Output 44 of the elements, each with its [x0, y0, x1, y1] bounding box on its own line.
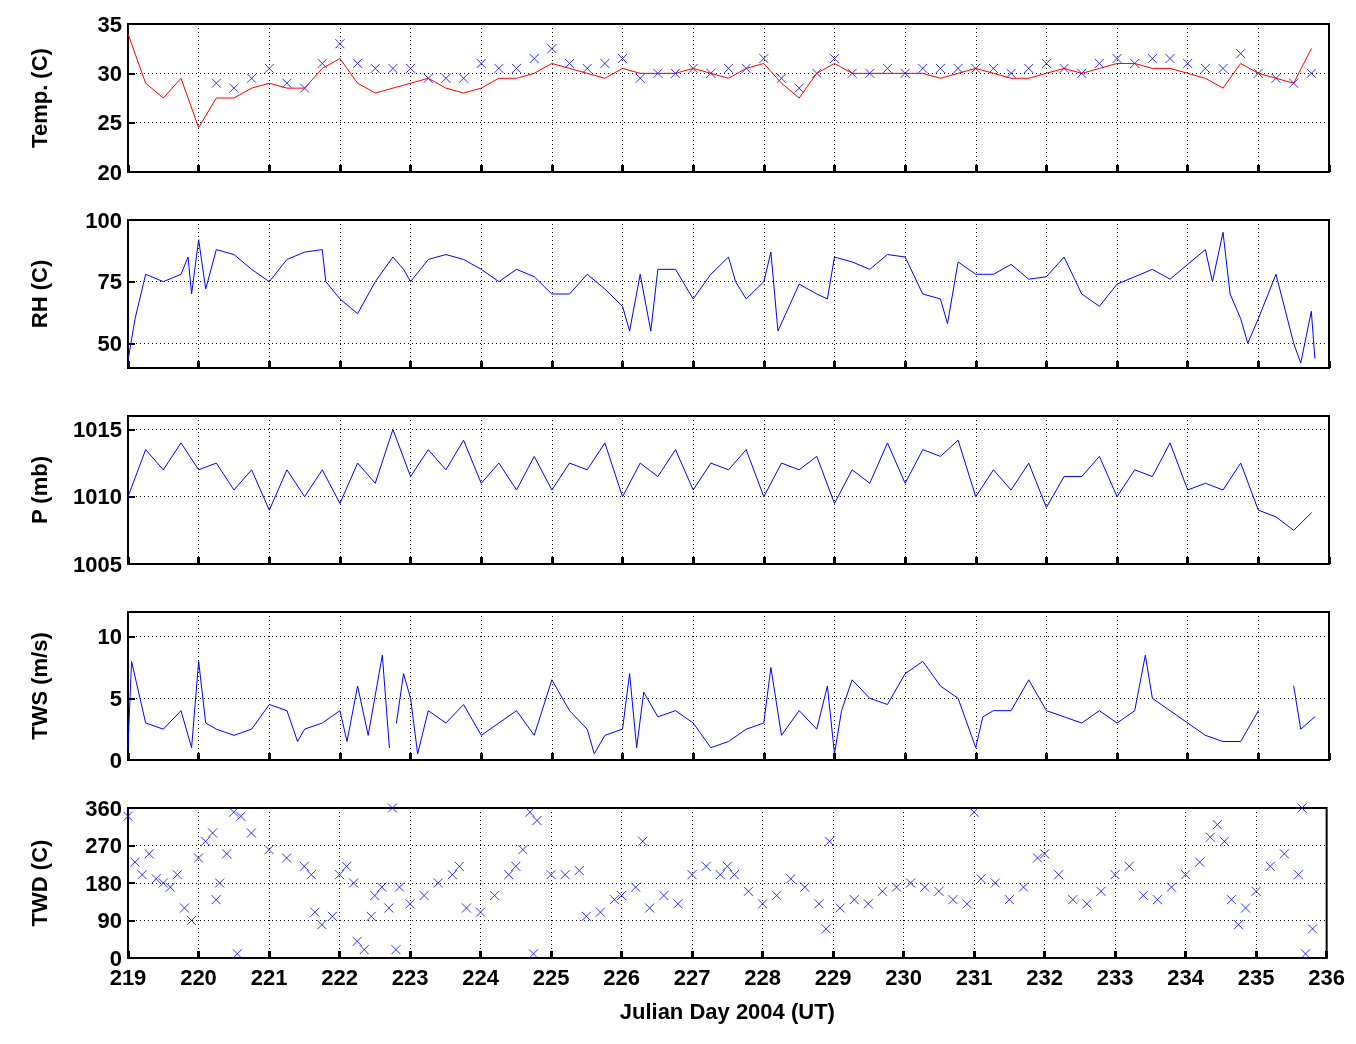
y-axis-title: Temp. (C): [26, 48, 52, 148]
y-tick-label: 50: [97, 330, 122, 356]
y-axis-title: TWD (C): [26, 839, 52, 927]
y-tick-label: 25: [97, 110, 122, 136]
y-axis-title: RH (C): [26, 259, 52, 329]
y-tick-label: 180: [85, 870, 122, 896]
y-tick-label: 1005: [73, 551, 122, 577]
y-tick-label: 1015: [73, 416, 122, 442]
y-tick-label: 100: [85, 207, 122, 233]
y-tick-label: 0: [109, 945, 122, 971]
x-tick-label: 232: [1026, 964, 1063, 990]
line-series: [127, 231, 1316, 364]
x-tick-label: 225: [532, 964, 570, 990]
line-series: [127, 33, 1312, 129]
x-tick-label: 223: [391, 964, 429, 990]
x-tick-label: 233: [1096, 964, 1134, 990]
y-tick-label: 0: [109, 747, 122, 773]
y-tick-label: 10: [97, 624, 122, 650]
y-tick-label: 30: [97, 60, 122, 86]
y-tick-label: 1010: [73, 484, 122, 510]
y-tick-label: 90: [97, 908, 122, 933]
y-tick-label: 270: [85, 833, 122, 858]
x-tick-label: 228: [744, 964, 781, 990]
line-series: [127, 428, 1312, 531]
y-tick-label: 75: [97, 269, 122, 295]
x-tick-label: 220: [180, 964, 217, 990]
x-tick-label: 229: [814, 964, 852, 990]
x-tick-label: 224: [462, 964, 500, 990]
x-tick-label: 231: [955, 964, 993, 990]
y-tick-label: 20: [97, 159, 122, 185]
x-tick-label: 236: [1308, 964, 1346, 990]
x-tick-label: 227: [673, 964, 711, 990]
x-tick-label: 222: [321, 964, 358, 990]
y-axis-title: TWS (m/s): [26, 632, 52, 740]
y-axis-title: P (mb): [26, 455, 52, 525]
x-tick-label: 230: [885, 964, 922, 990]
y-tick-label: 35: [97, 11, 122, 37]
x-tick-label: 235: [1237, 964, 1275, 990]
x-axis-title: Julian Day 2004 (UT): [619, 998, 835, 1024]
x-tick-label: 226: [603, 964, 640, 990]
y-tick-label: 5: [109, 685, 122, 711]
x-tick-label: 234: [1167, 964, 1205, 990]
x-tick-label: 221: [250, 964, 288, 990]
y-tick-label: 360: [85, 795, 122, 821]
